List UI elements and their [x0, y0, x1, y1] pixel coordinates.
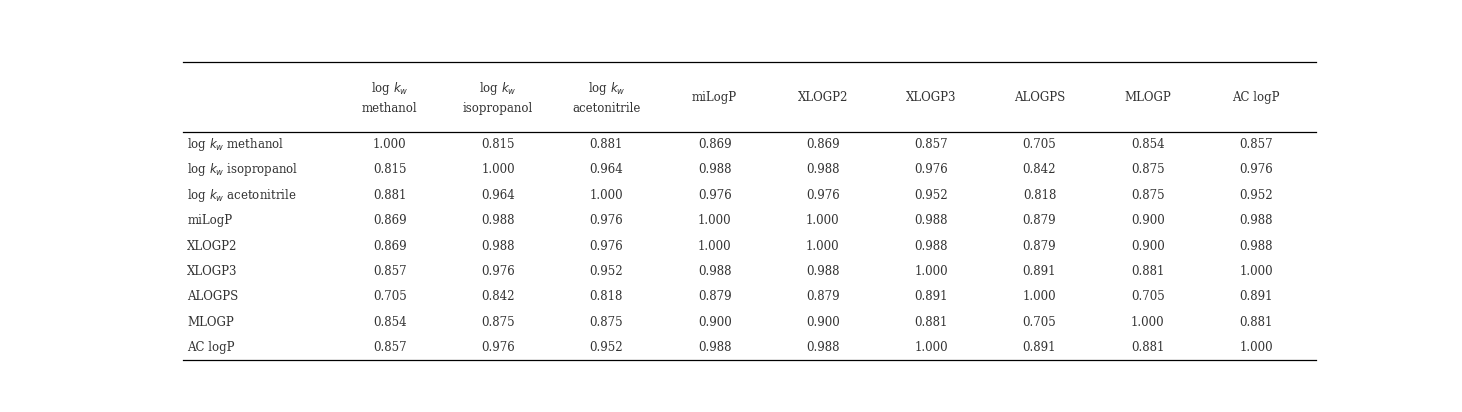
Text: 0.976: 0.976: [697, 189, 731, 202]
Text: 0.818: 0.818: [1023, 189, 1056, 202]
Text: 0.854: 0.854: [373, 316, 406, 329]
Text: 0.879: 0.879: [806, 290, 839, 303]
Text: 0.976: 0.976: [589, 214, 623, 227]
Text: 0.869: 0.869: [373, 214, 406, 227]
Text: 0.952: 0.952: [1240, 189, 1273, 202]
Text: 0.842: 0.842: [1023, 164, 1056, 176]
Text: 0.818: 0.818: [589, 290, 623, 303]
Text: 0.881: 0.881: [1240, 316, 1273, 329]
Text: 0.988: 0.988: [1240, 214, 1273, 227]
Text: 0.952: 0.952: [589, 265, 623, 278]
Text: 0.881: 0.881: [589, 138, 623, 151]
Text: 0.988: 0.988: [806, 265, 839, 278]
Text: log $k_w$ acetonitrile: log $k_w$ acetonitrile: [187, 187, 297, 204]
Text: 0.976: 0.976: [806, 189, 839, 202]
Text: 0.988: 0.988: [481, 214, 515, 227]
Text: 0.879: 0.879: [1022, 214, 1056, 227]
Text: miLogP: miLogP: [692, 91, 737, 103]
Text: XLOGP3: XLOGP3: [906, 91, 956, 103]
Text: 0.988: 0.988: [1240, 240, 1273, 253]
Text: 1.000: 1.000: [697, 240, 731, 253]
Text: log $k_w$
methanol: log $k_w$ methanol: [363, 80, 418, 115]
Text: 1.000: 1.000: [1022, 290, 1056, 303]
Text: 0.976: 0.976: [914, 164, 947, 176]
Text: 0.875: 0.875: [1132, 164, 1165, 176]
Text: 0.891: 0.891: [1023, 341, 1056, 354]
Text: 0.976: 0.976: [1240, 164, 1273, 176]
Text: XLOGP3: XLOGP3: [187, 265, 238, 278]
Text: 1.000: 1.000: [914, 265, 947, 278]
Text: 1.000: 1.000: [589, 189, 623, 202]
Text: 0.875: 0.875: [589, 316, 623, 329]
Text: 0.988: 0.988: [697, 265, 731, 278]
Text: 0.891: 0.891: [914, 290, 947, 303]
Text: 0.976: 0.976: [481, 341, 515, 354]
Text: MLOGP: MLOGP: [187, 316, 234, 329]
Text: 1.000: 1.000: [914, 341, 947, 354]
Text: 0.881: 0.881: [915, 316, 947, 329]
Text: 0.869: 0.869: [373, 240, 406, 253]
Text: 0.988: 0.988: [697, 164, 731, 176]
Text: 0.854: 0.854: [1132, 138, 1165, 151]
Text: AC logP: AC logP: [187, 341, 235, 354]
Text: log $k_w$
acetonitrile: log $k_w$ acetonitrile: [572, 80, 640, 115]
Text: 0.988: 0.988: [806, 341, 839, 354]
Text: 0.964: 0.964: [481, 189, 515, 202]
Text: 0.875: 0.875: [481, 316, 515, 329]
Text: 0.988: 0.988: [914, 214, 947, 227]
Text: 0.988: 0.988: [697, 341, 731, 354]
Text: XLOGP2: XLOGP2: [798, 91, 848, 103]
Text: 1.000: 1.000: [1240, 265, 1273, 278]
Text: log $k_w$
isopropanol: log $k_w$ isopropanol: [463, 80, 534, 115]
Text: 0.705: 0.705: [373, 290, 406, 303]
Text: ALOGPS: ALOGPS: [187, 290, 238, 303]
Text: 0.891: 0.891: [1023, 265, 1056, 278]
Text: log $k_w$ isopropanol: log $k_w$ isopropanol: [187, 162, 298, 178]
Text: 0.857: 0.857: [914, 138, 947, 151]
Text: 0.705: 0.705: [1022, 316, 1057, 329]
Text: 0.988: 0.988: [481, 240, 515, 253]
Text: 0.891: 0.891: [1240, 290, 1273, 303]
Text: 1.000: 1.000: [806, 214, 839, 227]
Text: 0.815: 0.815: [481, 138, 515, 151]
Text: 0.857: 0.857: [373, 265, 406, 278]
Text: 0.900: 0.900: [806, 316, 839, 329]
Text: 0.879: 0.879: [1022, 240, 1056, 253]
Text: 0.815: 0.815: [373, 164, 406, 176]
Text: 0.988: 0.988: [914, 240, 947, 253]
Text: 0.900: 0.900: [1130, 240, 1165, 253]
Text: 0.842: 0.842: [481, 290, 515, 303]
Text: 0.881: 0.881: [373, 189, 406, 202]
Text: 0.881: 0.881: [1132, 265, 1164, 278]
Text: 0.952: 0.952: [914, 189, 947, 202]
Text: 1.000: 1.000: [1240, 341, 1273, 354]
Text: ALOGPS: ALOGPS: [1013, 91, 1066, 103]
Text: 0.869: 0.869: [806, 138, 839, 151]
Text: 0.879: 0.879: [697, 290, 731, 303]
Text: 0.964: 0.964: [589, 164, 623, 176]
Text: 0.976: 0.976: [589, 240, 623, 253]
Text: 0.705: 0.705: [1130, 290, 1165, 303]
Text: 0.875: 0.875: [1132, 189, 1165, 202]
Text: 1.000: 1.000: [1132, 316, 1165, 329]
Text: MLOGP: MLOGP: [1124, 91, 1171, 103]
Text: log $k_w$ methanol: log $k_w$ methanol: [187, 136, 285, 153]
Text: 0.976: 0.976: [481, 265, 515, 278]
Text: 0.988: 0.988: [806, 164, 839, 176]
Text: 0.900: 0.900: [1130, 214, 1165, 227]
Text: 0.952: 0.952: [589, 341, 623, 354]
Text: XLOGP2: XLOGP2: [187, 240, 238, 253]
Text: 1.000: 1.000: [697, 214, 731, 227]
Text: AC logP: AC logP: [1232, 91, 1279, 103]
Text: 0.900: 0.900: [697, 316, 731, 329]
Text: 1.000: 1.000: [806, 240, 839, 253]
Text: 1.000: 1.000: [373, 138, 406, 151]
Text: miLogP: miLogP: [187, 214, 232, 227]
Text: 0.705: 0.705: [1022, 138, 1057, 151]
Text: 0.857: 0.857: [373, 341, 406, 354]
Text: 1.000: 1.000: [481, 164, 515, 176]
Text: 0.857: 0.857: [1240, 138, 1273, 151]
Text: 0.869: 0.869: [697, 138, 731, 151]
Text: 0.881: 0.881: [1132, 341, 1164, 354]
